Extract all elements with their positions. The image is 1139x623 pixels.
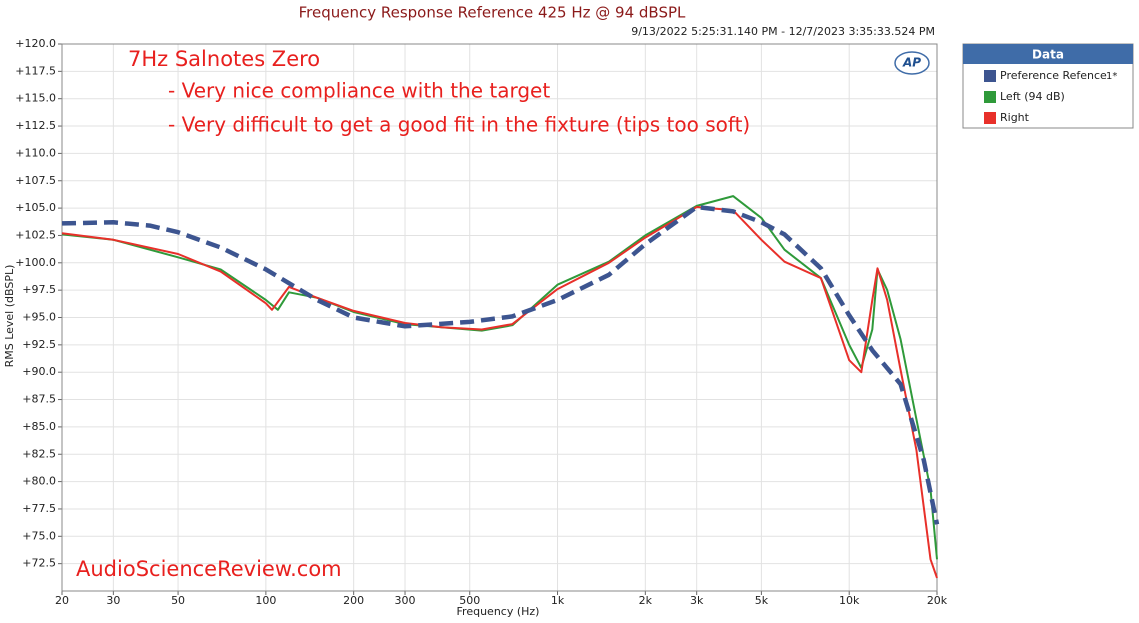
legend-label: Preference Refence — [1000, 69, 1107, 82]
x-tick-label: 2k — [639, 594, 653, 607]
x-tick-label: 100 — [255, 594, 276, 607]
y-tick-label: +95.0 — [22, 311, 56, 324]
y-tick-label: +72.5 — [22, 557, 56, 570]
x-tick-label: 50 — [171, 594, 185, 607]
x-axis-label: Frequency (Hz) — [457, 605, 540, 618]
x-tick-label: 3k — [690, 594, 704, 607]
logo: AP — [902, 56, 921, 70]
y-tick-label: +75.0 — [22, 529, 56, 542]
y-tick-label: +120.0 — [15, 37, 56, 50]
x-tick-label: 300 — [395, 594, 416, 607]
x-tick-label: 10k — [839, 594, 860, 607]
y-tick-label: +90.0 — [22, 365, 56, 378]
x-tick-label: 500 — [459, 594, 480, 607]
y-tick-label: +82.5 — [22, 447, 56, 460]
watermark: AudioScienceReview.com — [76, 557, 342, 581]
legend-tag: 1* — [1106, 71, 1117, 82]
legend-label: Left (94 dB) — [1000, 90, 1065, 103]
series-line — [61, 204, 940, 525]
y-tick-label: +97.5 — [22, 283, 56, 296]
y-tick-label: +92.5 — [22, 338, 56, 351]
y-tick-label: +80.0 — [22, 475, 56, 488]
legend-swatch — [984, 112, 996, 124]
y-tick-label: +110.0 — [15, 146, 56, 159]
x-tick-label: 20 — [55, 594, 69, 607]
x-tick-label: 30 — [106, 594, 120, 607]
y-tick-label: +87.5 — [22, 393, 56, 406]
x-tick-label: 1k — [551, 594, 565, 607]
legend-header — [963, 44, 1133, 64]
y-tick-label: +112.5 — [15, 119, 56, 132]
y-tick-label: +115.0 — [15, 92, 56, 105]
x-tick-label: 200 — [343, 594, 364, 607]
annotation: 7Hz Salnotes Zero — [128, 47, 320, 71]
y-tick-label: +105.0 — [15, 201, 56, 214]
y-tick-label: +107.5 — [15, 174, 56, 187]
chart-title: Frequency Response Reference 425 Hz @ 94… — [299, 4, 686, 22]
y-tick-label: +100.0 — [15, 256, 56, 269]
subtitle: 9/13/2022 5:25:31.140 PM - 12/7/2023 3:3… — [631, 25, 935, 38]
y-tick-label: +117.5 — [15, 64, 56, 77]
y-tick-label: +102.5 — [15, 228, 56, 241]
annotation: - Very nice compliance with the target — [168, 79, 550, 103]
x-tick-label: 20k — [927, 594, 948, 607]
legend-title: Data — [1032, 48, 1064, 62]
x-tick-label: 5k — [755, 594, 769, 607]
plot-frame — [61, 43, 938, 592]
y-tick-label: +77.5 — [22, 502, 56, 515]
legend-label: Right — [1000, 111, 1030, 124]
logo-ring — [894, 51, 930, 75]
legend-swatch — [984, 91, 996, 103]
y-axis-label: RMS Level (dBSPL) — [3, 265, 16, 368]
annotation: - Very difficult to get a good fit in th… — [168, 113, 750, 137]
series-line — [61, 206, 938, 579]
legend-swatch — [984, 70, 996, 82]
y-tick-label: +85.0 — [22, 420, 56, 433]
